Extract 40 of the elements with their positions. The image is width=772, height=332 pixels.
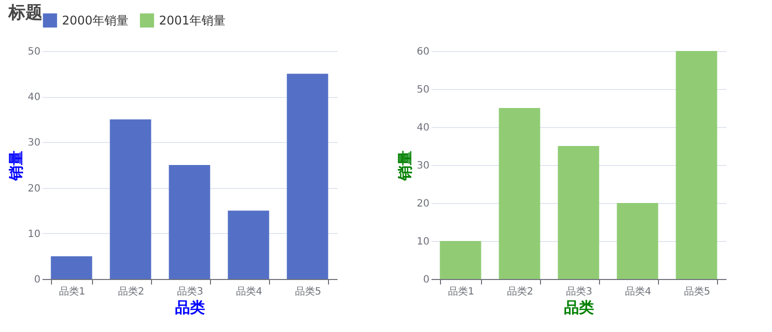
y-tick-label: 30: [28, 138, 40, 149]
x-tick-label: 品类3: [566, 286, 592, 298]
legend-label: 2000年销量: [62, 13, 129, 28]
x-tick-label: 品类5: [684, 286, 710, 298]
y-tick-label: 50: [416, 84, 430, 96]
y-tick-label: 60: [416, 46, 430, 58]
y-tick-label: 40: [416, 122, 430, 134]
y-tick-label: 20: [416, 198, 430, 210]
x-tick-label: 品类1: [58, 286, 86, 298]
y-axis-title: 销量: [6, 150, 25, 182]
chart-title: 标题: [7, 3, 42, 23]
legend-label: 2001年销量: [159, 13, 226, 28]
bar: [498, 108, 540, 279]
y-tick-label: 10: [416, 236, 430, 248]
y-tick-label: 50: [28, 46, 40, 58]
y-tick-label: 30: [416, 160, 430, 172]
bar: [168, 165, 210, 279]
x-tick-label: 品类4: [236, 286, 262, 298]
bar: [50, 256, 92, 279]
bar: [558, 146, 600, 279]
bar: [286, 74, 328, 279]
bar: [228, 210, 270, 279]
bar: [440, 241, 482, 279]
x-axis-title: 品类: [175, 298, 205, 316]
bar: [110, 119, 152, 279]
y-tick-label: 40: [28, 92, 40, 104]
bar: [676, 51, 718, 279]
bar: [616, 203, 658, 279]
x-axis-title: 品类: [564, 298, 594, 316]
x-tick-label: 品类1: [448, 286, 474, 298]
x-tick-label: 品类4: [624, 286, 652, 298]
x-tick-label: 品类2: [506, 286, 534, 298]
y-axis-title: 销量: [396, 150, 414, 182]
y-tick-label: 10: [28, 228, 40, 240]
x-tick-label: 品类5: [294, 286, 322, 298]
y-tick-label: 0: [423, 274, 430, 286]
y-tick-label: 0: [34, 274, 40, 286]
y-tick-label: 20: [28, 183, 40, 194]
x-tick-label: 品类3: [176, 286, 204, 298]
x-tick-label: 品类2: [118, 286, 144, 298]
